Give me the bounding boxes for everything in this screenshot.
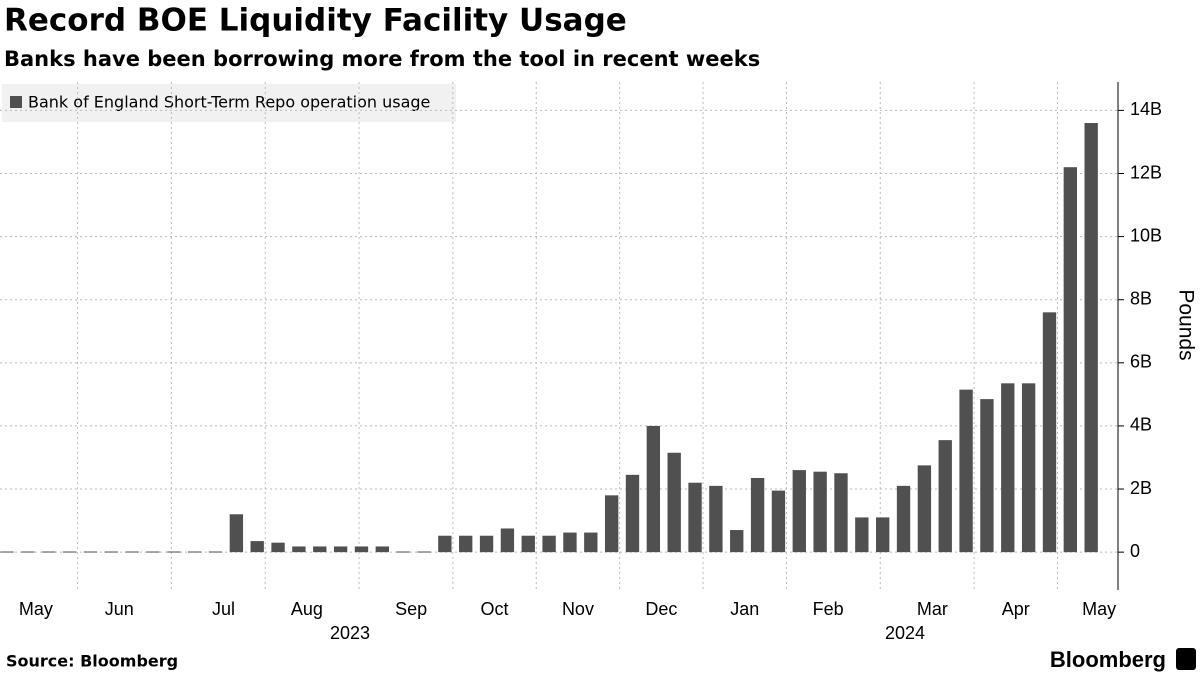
bar [876,517,890,553]
bar [625,474,640,553]
source: Source: Bloomberg [6,652,178,671]
bar [208,551,223,553]
bar [563,532,577,553]
bar [333,546,348,553]
bar [167,551,181,553]
x-tick-label: Nov [562,599,594,619]
bar [479,535,494,553]
x-tick-label: Oct [481,599,509,619]
bar [1084,123,1098,553]
bar [125,551,139,553]
y-tick-label: 2B [1130,478,1152,498]
brand: Bloomberg [1050,647,1166,672]
bar [417,551,431,553]
bar [980,399,994,553]
bar [771,490,786,553]
bar [83,551,98,553]
bar [187,551,202,553]
bar [730,530,744,553]
brand-icon [1176,648,1196,670]
bar [146,551,160,553]
bar [1063,167,1077,553]
bar [917,465,932,553]
bar [0,551,14,553]
y-tick-label: 12B [1130,162,1162,182]
y-tick-label: 8B [1130,288,1152,308]
chart-title: Record BOE Liquidity Facility Usage [4,3,627,39]
y-tick-label: 0 [1130,541,1140,561]
bar [292,546,306,553]
bar [313,546,327,553]
x-tick-label: Mar [917,599,948,619]
bar [542,535,556,553]
year-label: 2024 [885,623,925,643]
bar [688,482,702,553]
bar [354,546,369,553]
x-tick-label: Aug [291,599,323,619]
x-tick-label: Jun [105,599,134,619]
bar [521,535,535,553]
bar [855,517,869,553]
bar [396,551,410,553]
x-tick-label: May [19,599,53,619]
bar [1021,383,1036,553]
year-label: 2023 [330,623,370,643]
bar [584,532,598,553]
bar [229,514,244,553]
bar [813,471,827,553]
bar [1042,312,1057,553]
bar [750,477,765,553]
bar [42,551,56,553]
x-tick-label: Jan [730,599,759,619]
bar [104,551,118,553]
y-axis-label: Pounds [1174,289,1197,360]
legend-label: Bank of England Short-Term Repo operatio… [28,93,430,112]
bar [271,542,285,553]
bar [896,485,911,553]
bar [62,551,77,553]
bar [500,528,515,553]
bar [646,425,661,553]
x-tick-label: May [1082,599,1116,619]
bar [1001,383,1015,553]
bar [250,541,264,553]
y-tick-label: 6B [1130,352,1152,372]
bar [459,535,473,553]
x-tick-label: Apr [1002,599,1030,619]
legend-swatch [10,96,22,108]
bar [938,440,952,553]
x-tick-label: Feb [813,599,844,619]
x-tick-label: Jul [212,599,235,619]
bar [21,551,35,553]
bar [604,495,619,553]
x-tick-label: Sep [395,599,427,619]
bar [959,389,973,553]
chart-subtitle: Banks have been borrowing more from the … [4,47,760,71]
bar [375,546,389,553]
bar [438,535,452,553]
y-tick-label: 10B [1130,225,1162,245]
y-tick-label: 14B [1130,99,1162,119]
bar [709,485,723,553]
x-tick-label: Dec [645,599,677,619]
bar [667,452,681,553]
bar [834,473,848,553]
bar [792,470,806,553]
y-tick-label: 4B [1130,415,1152,435]
